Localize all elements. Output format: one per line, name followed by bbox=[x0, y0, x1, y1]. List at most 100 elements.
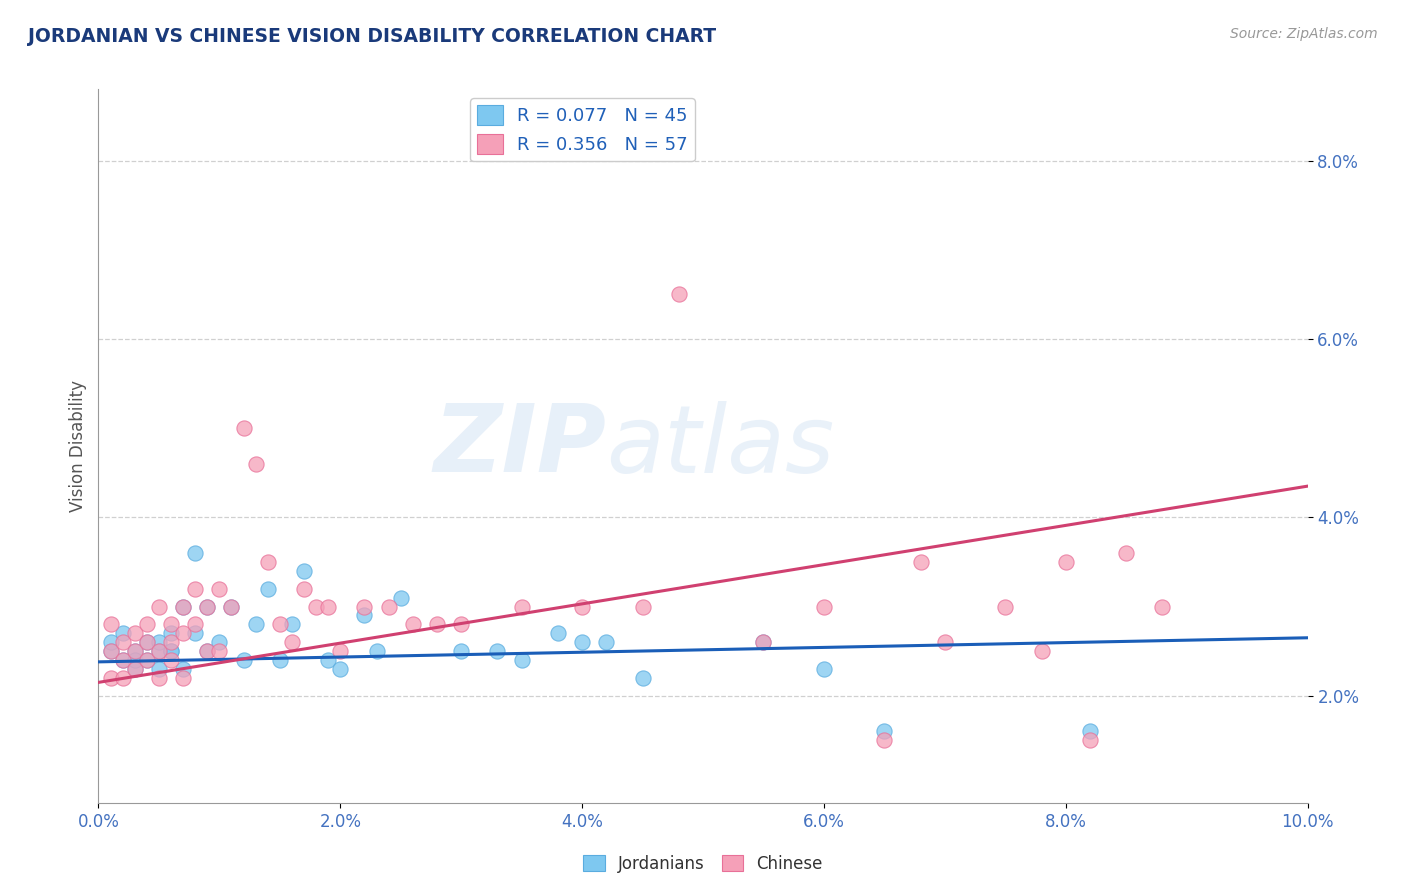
Point bbox=[208, 582, 231, 596]
Point bbox=[172, 599, 194, 614]
Point bbox=[232, 421, 254, 435]
Point bbox=[377, 599, 399, 614]
Point bbox=[269, 653, 291, 667]
Point bbox=[1152, 599, 1174, 614]
Point bbox=[934, 635, 956, 649]
Point bbox=[813, 662, 835, 676]
Point bbox=[100, 617, 122, 632]
Text: atlas: atlas bbox=[606, 401, 835, 491]
Point bbox=[172, 599, 194, 614]
Point bbox=[353, 599, 375, 614]
Point bbox=[389, 591, 412, 605]
Point bbox=[148, 635, 170, 649]
Point bbox=[111, 653, 134, 667]
Point bbox=[1078, 733, 1101, 747]
Point bbox=[910, 555, 932, 569]
Point bbox=[124, 644, 146, 658]
Point bbox=[100, 644, 122, 658]
Text: ZIP: ZIP bbox=[433, 400, 606, 492]
Point bbox=[269, 617, 291, 632]
Point bbox=[1054, 555, 1077, 569]
Text: Source: ZipAtlas.com: Source: ZipAtlas.com bbox=[1230, 27, 1378, 41]
Point bbox=[195, 644, 218, 658]
Point bbox=[281, 635, 304, 649]
Point bbox=[256, 555, 278, 569]
Point bbox=[195, 644, 218, 658]
Point bbox=[160, 626, 183, 640]
Point bbox=[1031, 644, 1053, 658]
Point bbox=[208, 635, 231, 649]
Point bbox=[124, 662, 146, 676]
Point bbox=[208, 644, 231, 658]
Point bbox=[148, 662, 170, 676]
Legend: R = 0.077   N = 45, R = 0.356   N = 57: R = 0.077 N = 45, R = 0.356 N = 57 bbox=[470, 98, 695, 161]
Point bbox=[571, 635, 593, 649]
Point bbox=[245, 457, 267, 471]
Point bbox=[111, 626, 134, 640]
Point bbox=[148, 671, 170, 685]
Point bbox=[571, 599, 593, 614]
Point bbox=[366, 644, 388, 658]
Point bbox=[135, 617, 157, 632]
Point bbox=[631, 599, 654, 614]
Point bbox=[450, 617, 472, 632]
Point bbox=[668, 287, 690, 301]
Point bbox=[124, 644, 146, 658]
Point bbox=[124, 626, 146, 640]
Point bbox=[148, 599, 170, 614]
Point bbox=[329, 644, 352, 658]
Point bbox=[547, 626, 569, 640]
Point bbox=[813, 599, 835, 614]
Point bbox=[135, 635, 157, 649]
Point bbox=[873, 724, 896, 739]
Point bbox=[402, 617, 425, 632]
Point bbox=[221, 599, 243, 614]
Point bbox=[329, 662, 352, 676]
Point bbox=[1078, 724, 1101, 739]
Point bbox=[100, 635, 122, 649]
Point bbox=[195, 599, 218, 614]
Point bbox=[124, 662, 146, 676]
Point bbox=[426, 617, 449, 632]
Point bbox=[873, 733, 896, 747]
Point bbox=[111, 635, 134, 649]
Y-axis label: Vision Disability: Vision Disability bbox=[69, 380, 87, 512]
Legend: Jordanians, Chinese: Jordanians, Chinese bbox=[576, 848, 830, 880]
Point bbox=[316, 653, 339, 667]
Point bbox=[510, 599, 533, 614]
Point bbox=[184, 626, 207, 640]
Point bbox=[486, 644, 509, 658]
Point bbox=[232, 653, 254, 667]
Point bbox=[184, 546, 207, 560]
Point bbox=[148, 644, 170, 658]
Point bbox=[245, 617, 267, 632]
Point bbox=[353, 608, 375, 623]
Point bbox=[160, 653, 183, 667]
Point bbox=[135, 635, 157, 649]
Point bbox=[100, 644, 122, 658]
Point bbox=[100, 671, 122, 685]
Point bbox=[184, 582, 207, 596]
Point bbox=[752, 635, 775, 649]
Point bbox=[595, 635, 617, 649]
Point bbox=[752, 635, 775, 649]
Point bbox=[256, 582, 278, 596]
Point bbox=[450, 644, 472, 658]
Point bbox=[184, 617, 207, 632]
Point bbox=[281, 617, 304, 632]
Point bbox=[160, 635, 183, 649]
Point bbox=[111, 671, 134, 685]
Point bbox=[292, 564, 315, 578]
Point bbox=[172, 626, 194, 640]
Point bbox=[148, 644, 170, 658]
Point bbox=[172, 662, 194, 676]
Text: JORDANIAN VS CHINESE VISION DISABILITY CORRELATION CHART: JORDANIAN VS CHINESE VISION DISABILITY C… bbox=[28, 27, 716, 45]
Point bbox=[994, 599, 1017, 614]
Point bbox=[160, 644, 183, 658]
Point bbox=[160, 617, 183, 632]
Point bbox=[172, 671, 194, 685]
Point bbox=[1115, 546, 1137, 560]
Point bbox=[316, 599, 339, 614]
Point bbox=[195, 599, 218, 614]
Point bbox=[305, 599, 328, 614]
